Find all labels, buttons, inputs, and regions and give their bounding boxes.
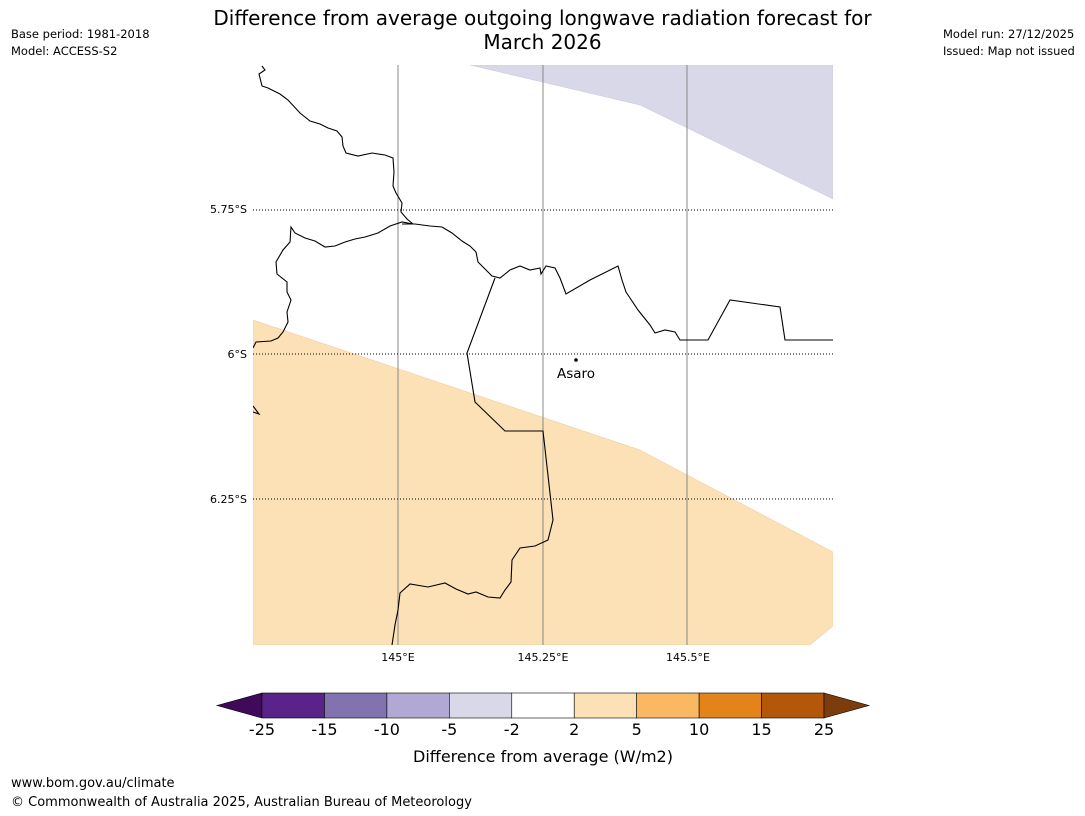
meta-left: Base period: 1981-2018 Model: ACCESS-S2 <box>11 26 150 60</box>
boundary-west <box>253 221 414 349</box>
lon-label-145: 145°E <box>381 651 414 664</box>
colorbar-tick-label: 10 <box>689 720 709 739</box>
boundary-diagonal <box>391 277 554 645</box>
title-line-1: Difference from average outgoing longwav… <box>213 6 872 30</box>
colorbar-segment <box>698 692 762 719</box>
lon-label-145-5: 145.5°E <box>666 651 710 664</box>
meta-right: Model run: 27/12/2025 Issued: Map not is… <box>943 26 1075 60</box>
model-text: Model: ACCESS-S2 <box>11 44 118 58</box>
lat-label-6-25: 6.25°S <box>210 493 247 506</box>
negative-anomaly-region <box>469 65 833 200</box>
map-area: Asaro <box>253 65 833 645</box>
title-line-2: March 2026 <box>483 30 602 54</box>
lon-label-145-25: 145.25°E <box>518 651 569 664</box>
colorbar-tick-label: 15 <box>751 720 771 739</box>
colorbar-tick-label: -25 <box>249 720 275 739</box>
province-boundaries <box>253 65 833 645</box>
model-run-text: Model run: 27/12/2025 <box>943 27 1075 41</box>
colorbar-segment <box>449 692 513 719</box>
base-period-text: Base period: 1981-2018 <box>11 27 150 41</box>
colorbar-label: Difference from average (W/m2) <box>413 747 673 766</box>
footer-url: www.bom.gov.au/climate <box>11 776 175 791</box>
colorbar-segment <box>386 692 450 719</box>
colorbar-extend-high <box>823 692 871 719</box>
boundary-ridge <box>402 223 833 341</box>
colorbar-tick-label: -10 <box>374 720 400 739</box>
colorbar-tick-label: 2 <box>569 720 579 739</box>
issued-text: Issued: Map not issued <box>943 44 1075 58</box>
boundary-north <box>258 65 414 225</box>
lat-label-5-75: 5.75°S <box>210 203 247 216</box>
colorbar-segment <box>511 692 575 719</box>
footer-copyright: © Commonwealth of Australia 2025, Austra… <box>11 795 472 810</box>
colorbar-segment <box>261 692 325 719</box>
chart-title: Difference from average outgoing longwav… <box>180 6 905 54</box>
colorbar-tick-label: 5 <box>632 720 642 739</box>
boundary-fragment <box>253 405 261 416</box>
colorbar-segment <box>636 692 700 719</box>
town-label-asaro: Asaro <box>557 366 595 382</box>
colorbar-tick-label: -15 <box>311 720 337 739</box>
colorbar-segment <box>573 692 637 719</box>
colorbar-extend-low <box>215 692 263 719</box>
lat-label-6: 6°S <box>228 348 247 361</box>
colorbar-segment <box>324 692 388 719</box>
colorbar-segment <box>761 692 825 719</box>
colorbar: -25 -15 -10 -5 -2 2 5 10 15 25 <box>215 692 871 739</box>
colorbar-tick-label: -2 <box>504 720 520 739</box>
colorbar-tick-label: 25 <box>814 720 834 739</box>
colorbar-tick-label: -5 <box>441 720 457 739</box>
town-marker-asaro <box>574 358 578 362</box>
